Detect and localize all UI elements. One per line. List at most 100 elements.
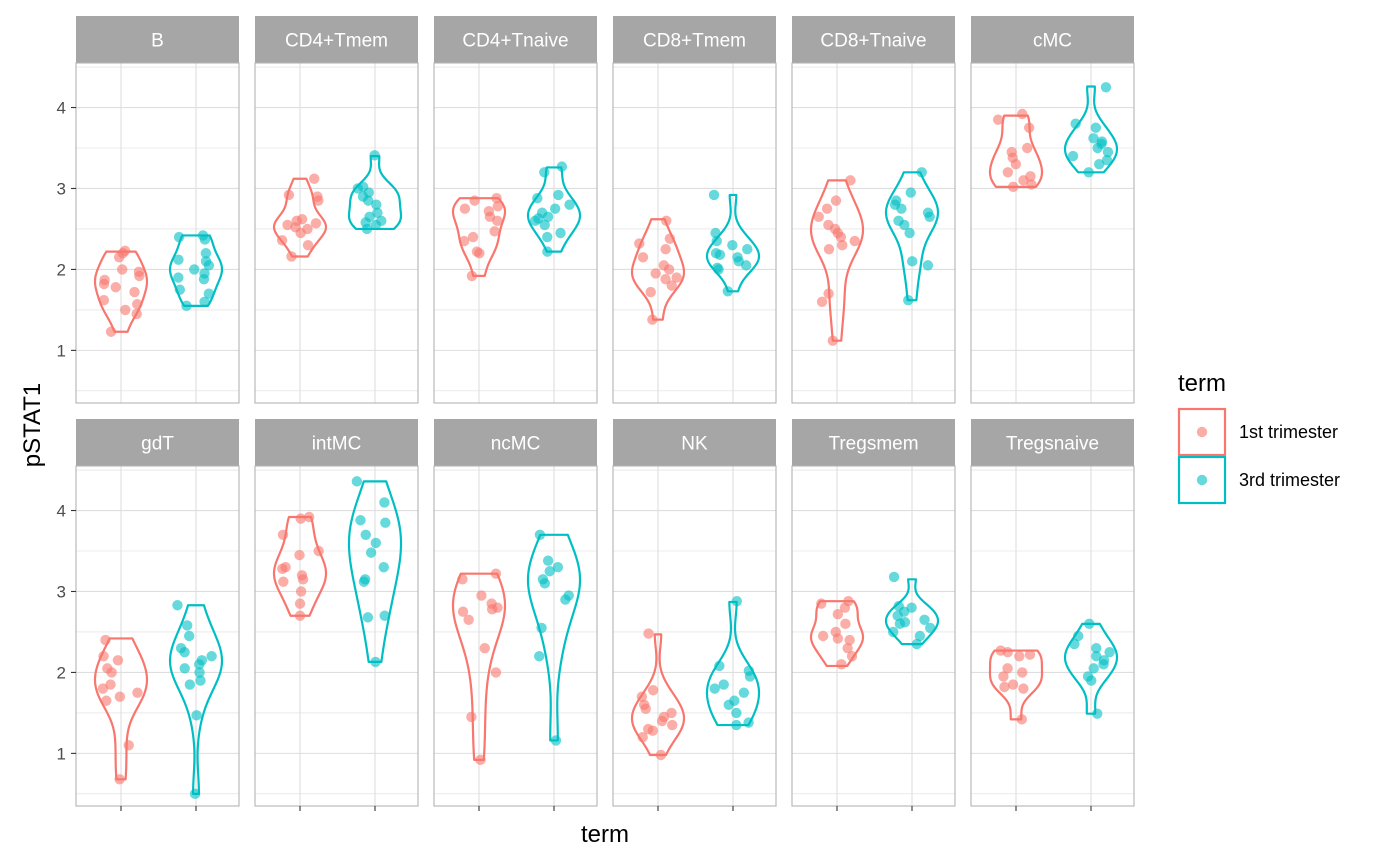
data-point-first: [457, 606, 469, 617]
panel-border: [433, 465, 598, 807]
data-point-first: [667, 719, 678, 731]
data-point-first: [817, 630, 829, 642]
data-point-first: [277, 529, 289, 541]
data-point-third: [731, 595, 743, 607]
data-point-first: [116, 264, 128, 275]
violin-first: [630, 218, 686, 321]
data-point-first: [647, 685, 659, 696]
panel-background: [792, 63, 955, 403]
data-point-third: [542, 246, 553, 257]
data-point-third: [195, 675, 206, 686]
legend-title: term: [1178, 370, 1226, 397]
data-point-third: [718, 679, 729, 690]
strip-background: [255, 16, 418, 63]
panel-background: [613, 466, 776, 806]
data-point-third: [727, 239, 738, 251]
data-point-first: [303, 511, 315, 523]
data-point-first: [637, 731, 648, 743]
data-point-first: [1002, 663, 1013, 674]
data-point-third: [1084, 618, 1095, 630]
panel-background: [434, 63, 597, 403]
data-point-first: [294, 610, 306, 621]
data-point-first: [295, 586, 307, 597]
violin-third: [1063, 85, 1119, 174]
data-point-third: [890, 195, 902, 206]
violin-first: [272, 515, 328, 617]
data-point-third: [200, 256, 212, 267]
data-point-first: [1023, 122, 1035, 133]
data-point-first: [830, 195, 842, 206]
data-point-third: [549, 203, 561, 214]
grid: [971, 466, 1134, 806]
data-point-first: [664, 233, 676, 244]
data-point-third: [1090, 122, 1102, 133]
data-point-first: [105, 326, 117, 337]
strip-label: CD8+Tnaive: [820, 31, 926, 52]
y-tick-label: 1: [57, 744, 66, 763]
data-point-third: [197, 230, 209, 241]
data-point-first: [469, 195, 480, 206]
data-point-third: [893, 600, 904, 612]
data-point-third: [199, 268, 210, 279]
strip-label: gdT: [141, 434, 174, 455]
legend-entry: 3rd trimester: [1177, 455, 1340, 505]
data-point-third: [364, 211, 375, 223]
data-point-first: [489, 226, 500, 237]
data-point-third: [365, 547, 377, 558]
data-point-third: [888, 571, 900, 583]
data-point-first: [114, 691, 126, 702]
data-point-first: [843, 595, 854, 607]
grid: [792, 466, 955, 806]
data-point-first: [295, 513, 306, 524]
data-point-first: [666, 280, 677, 291]
data-point-first: [992, 114, 1004, 125]
data-point-first: [1026, 179, 1037, 190]
data-point-third: [711, 235, 722, 247]
data-point-third: [359, 574, 371, 585]
data-point-first: [661, 215, 672, 227]
data-point-first: [101, 695, 112, 706]
data-point-first: [660, 243, 671, 255]
data-point-first: [845, 175, 856, 186]
data-point-third: [534, 529, 546, 541]
data-point-first: [823, 219, 834, 231]
data-point-third: [372, 207, 383, 218]
data-point-third: [922, 260, 934, 271]
data-point-third: [1070, 118, 1081, 129]
panel-gdT: gdT: [75, 419, 240, 811]
panel-border: [433, 62, 598, 404]
data-point-first: [283, 189, 295, 201]
legend: term 1st trimester 3rd trimester: [1177, 370, 1340, 505]
data-point-first: [476, 590, 487, 601]
data-point-third: [206, 651, 217, 662]
data-point-third: [200, 248, 212, 259]
data-point-first: [310, 218, 322, 229]
data-point-third: [194, 667, 205, 678]
data-point-third: [184, 630, 195, 642]
data-point-first: [466, 270, 478, 282]
data-point-third: [712, 262, 723, 274]
data-point-third: [542, 555, 554, 566]
data-point-first: [296, 570, 308, 581]
y-tick-label: 3: [57, 582, 66, 601]
data-point-first: [302, 239, 314, 251]
data-point-first: [312, 191, 323, 202]
data-point-third: [919, 614, 930, 626]
panel-background: [971, 466, 1134, 806]
data-point-first: [816, 296, 828, 308]
y-tick-label: 2: [57, 663, 66, 682]
panel-border: [791, 465, 956, 807]
data-point-third: [742, 243, 753, 255]
data-point-first: [1025, 171, 1036, 182]
data-point-third: [893, 215, 904, 227]
data-point-third: [1092, 708, 1103, 719]
violin-third: [526, 166, 582, 253]
data-point-first: [112, 655, 124, 666]
data-point-first: [655, 749, 667, 761]
data-point-third: [542, 231, 553, 243]
legend-entry: 1st trimester: [1177, 407, 1338, 457]
grid: [613, 63, 776, 403]
data-point-third: [379, 610, 390, 621]
data-point-third: [351, 476, 363, 487]
data-point-third: [357, 181, 369, 193]
